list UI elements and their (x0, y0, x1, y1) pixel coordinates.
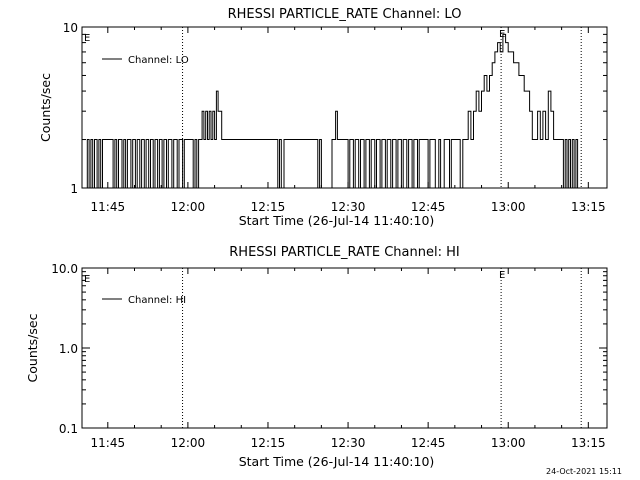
x-tick-label: 13:00 (491, 200, 526, 214)
x-tick-label: 12:15 (251, 200, 286, 214)
chart-title: RHESSI PARTICLE_RATE Channel: LO (228, 7, 462, 22)
footer-timestamp: 24-Oct-2021 15:11 (546, 467, 622, 476)
edge-event-label: E (84, 274, 90, 285)
y-tick-label: 1 (70, 182, 78, 196)
time-marker-label: E (499, 29, 505, 40)
x-tick-label: 12:30 (331, 200, 366, 214)
x-tick-label: 11:45 (91, 436, 126, 450)
y-tick-label: 10 (63, 21, 78, 35)
chart-panel-hi: RHESSI PARTICLE_RATE Channel: HI 11:45 12:… (25, 245, 608, 469)
x-axis-label: Start Time (26-Jul-14 11:40:10) (239, 213, 435, 228)
x-tick-label: 12:45 (411, 436, 446, 450)
y-axis-label: Counts/sec (25, 313, 40, 382)
chart-title: RHESSI PARTICLE_RATE Channel: HI (229, 245, 459, 260)
edge-event-label: E (84, 33, 90, 44)
x-tick-label: 12:45 (411, 200, 446, 214)
x-tick-label: 13:00 (491, 436, 526, 450)
time-marker-label: E (499, 270, 505, 281)
x-tick-label: 12:15 (251, 436, 286, 450)
x-tick-label: 11:45 (91, 200, 126, 214)
y-tick-label: 1.0 (59, 342, 78, 356)
y-tick-label: 0.1 (59, 422, 78, 436)
x-tick-label: 12:30 (331, 436, 366, 450)
x-axis-label: Start Time (26-Jul-14 11:40:10) (239, 454, 435, 469)
legend-label: Channel: HI (128, 295, 186, 306)
x-tick-label: 12:00 (171, 200, 206, 214)
x-tick-label: 12:00 (171, 436, 206, 450)
series-line-lo (82, 33, 582, 189)
chart-panel-lo: RHESSI PARTICLE_RATE Channel: LO 11:45 12:… (38, 7, 608, 228)
y-tick-label: 10.0 (51, 262, 78, 276)
legend-label: Channel: LO (128, 55, 189, 66)
y-axis-label: Counts/sec (38, 73, 53, 142)
x-tick-label: 13:15 (571, 436, 606, 450)
plot-frame (81, 26, 608, 189)
x-tick-label: 13:15 (571, 200, 606, 214)
